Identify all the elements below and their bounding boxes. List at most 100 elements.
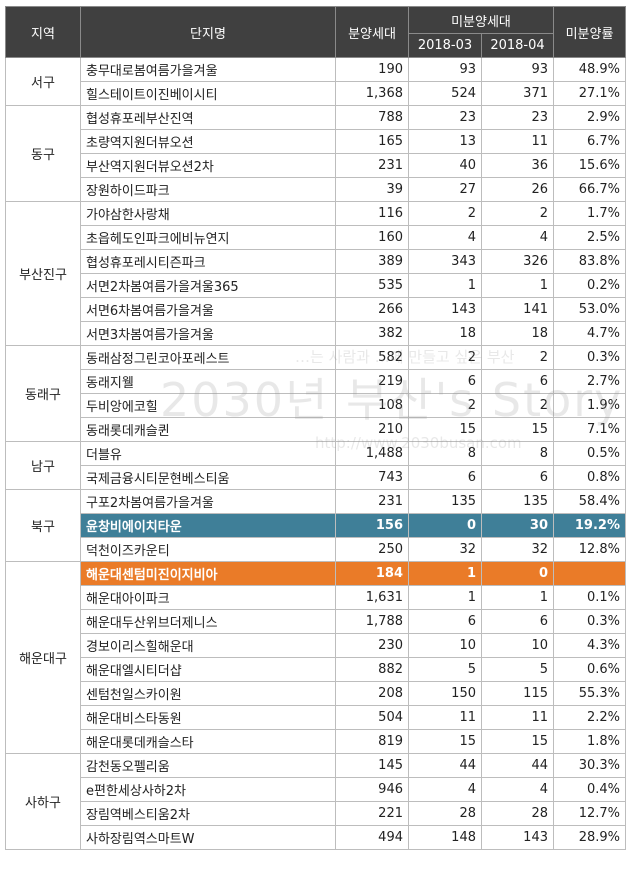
- unsold-2018-03-cell: 1: [408, 273, 482, 298]
- supply-units-cell: 788: [335, 105, 409, 130]
- complex-name-cell: 힐스테이트이진베이시티: [80, 81, 336, 106]
- supply-units-cell: 231: [335, 153, 409, 178]
- table-row: 장원하이드파크 39 27 26 66.7%: [6, 177, 626, 202]
- unsold-rate-cell: 30.3%: [553, 753, 626, 778]
- unsold-rate-cell: 1.7%: [553, 201, 626, 226]
- supply-units-cell: 39: [335, 177, 409, 202]
- unsold-2018-04-cell: 143: [481, 825, 554, 850]
- unsold-rate-cell: 0.2%: [553, 273, 626, 298]
- supply-units-cell: 184: [335, 561, 409, 586]
- table-row: 서면6차봄여름가을겨울 266 143 141 53.0%: [6, 297, 626, 322]
- unsold-2018-04-cell: 18: [481, 321, 554, 346]
- complex-name-cell: 서면3차봄여름가을겨울: [80, 321, 336, 346]
- unsold-2018-03-cell: 6: [408, 609, 482, 634]
- unsold-rate-cell: 4.7%: [553, 321, 626, 346]
- complex-name-cell: 국제금융시티문현베스티움: [80, 465, 336, 490]
- unsold-2018-03-cell: 44: [408, 753, 482, 778]
- unsold-rate-cell: 28.9%: [553, 825, 626, 850]
- unsold-2018-03-cell: 28: [408, 801, 482, 826]
- unsold-2018-03-cell: 2: [408, 393, 482, 418]
- complex-name-cell: 협성휴포레부산진역: [80, 105, 336, 130]
- header-supply-units: 분양세대: [335, 6, 409, 58]
- table-row: 해운대비스타동원 504 11 11 2.2%: [6, 705, 626, 730]
- table-row: 해운대엘시티더샵 882 5 5 0.6%: [6, 657, 626, 682]
- complex-name-cell: 더블유: [80, 441, 336, 466]
- unsold-2018-04-cell: 10: [481, 633, 554, 658]
- supply-units-cell: 582: [335, 345, 409, 370]
- unsold-2018-04-cell: 11: [481, 705, 554, 730]
- supply-units-cell: 504: [335, 705, 409, 730]
- supply-units-cell: 221: [335, 801, 409, 826]
- header-month-2018-04: 2018-04: [481, 33, 554, 58]
- unsold-2018-03-cell: 143: [408, 297, 482, 322]
- unsold-2018-03-cell: 1: [408, 561, 482, 586]
- complex-name-cell: 해운대비스타동원: [80, 705, 336, 730]
- supply-units-cell: 208: [335, 681, 409, 706]
- complex-name-cell: 사하장림역스마트W: [80, 825, 336, 850]
- unsold-rate-cell: 2.7%: [553, 369, 626, 394]
- table-row: 동래지웰 219 6 6 2.7%: [6, 369, 626, 394]
- supply-units-cell: 1,488: [335, 441, 409, 466]
- unsold-2018-03-cell: 343: [408, 249, 482, 274]
- unsold-2018-03-cell: 18: [408, 321, 482, 346]
- supply-units-cell: 231: [335, 489, 409, 514]
- unsold-2018-04-cell: 36: [481, 153, 554, 178]
- unsold-rate-cell: 15.6%: [553, 153, 626, 178]
- supply-units-cell: 1,631: [335, 585, 409, 610]
- complex-name-cell: 해운대엘시티더샵: [80, 657, 336, 682]
- unsold-2018-04-cell: 2: [481, 393, 554, 418]
- complex-name-cell: 감천동오펠리움: [80, 753, 336, 778]
- region-cell: 서구: [5, 57, 81, 106]
- unsold-2018-03-cell: 93: [408, 57, 482, 82]
- complex-name-cell: 동래롯데캐슬퀸: [80, 417, 336, 442]
- unsold-2018-04-cell: 5: [481, 657, 554, 682]
- unsold-rate-cell: 0.3%: [553, 609, 626, 634]
- unsold-2018-04-cell: 93: [481, 57, 554, 82]
- table-row: 동구 협성휴포레부산진역 788 23 23 2.9%: [5, 105, 626, 202]
- header-month-2018-03: 2018-03: [408, 33, 482, 58]
- table-row: 부산역지원더뷰오션2차 231 40 36 15.6%: [6, 153, 626, 178]
- unsold-rate-cell: 12.8%: [553, 537, 626, 562]
- unsold-housing-table: 지역 단지명 분양세대 미분양세대 미분양률 2018-03 2018-04 서…: [5, 6, 626, 850]
- table-row: 센텀천일스카이원 208 150 115 55.3%: [6, 681, 626, 706]
- unsold-2018-04-cell: 44: [481, 753, 554, 778]
- unsold-2018-04-cell: 2: [481, 201, 554, 226]
- table-row: 사하장림역스마트W 494 148 143 28.9%: [6, 825, 626, 850]
- region-cell: 부산진구: [5, 201, 81, 346]
- table-row: 윤창비에이치타운 156 0 30 19.2%: [6, 513, 626, 538]
- unsold-2018-03-cell: 27: [408, 177, 482, 202]
- unsold-2018-03-cell: 15: [408, 417, 482, 442]
- unsold-2018-04-cell: 4: [481, 225, 554, 250]
- table-header: 지역 단지명 분양세대 미분양세대 미분양률 2018-03 2018-04: [5, 6, 626, 58]
- supply-units-cell: 219: [335, 369, 409, 394]
- region-cell: 해운대구: [5, 561, 81, 754]
- supply-units-cell: 230: [335, 633, 409, 658]
- supply-units-cell: 266: [335, 297, 409, 322]
- supply-units-cell: 116: [335, 201, 409, 226]
- unsold-2018-03-cell: 15: [408, 729, 482, 754]
- supply-units-cell: 389: [335, 249, 409, 274]
- unsold-2018-04-cell: 8: [481, 441, 554, 466]
- unsold-rate-cell: 0.4%: [553, 777, 626, 802]
- complex-name-cell: e편한세상사하2차: [80, 777, 336, 802]
- complex-name-cell: 해운대두산위브더제니스: [80, 609, 336, 634]
- supply-units-cell: 494: [335, 825, 409, 850]
- unsold-rate-cell: 0.6%: [553, 657, 626, 682]
- unsold-2018-04-cell: 15: [481, 417, 554, 442]
- table-row: 북구 구포2차봄여름가을겨울 231 135 135 58.4%: [5, 489, 626, 562]
- complex-name-cell: 덕천이즈카운티: [80, 537, 336, 562]
- table-row: 초량역지원더뷰오션 165 13 11 6.7%: [6, 129, 626, 154]
- unsold-2018-04-cell: 2: [481, 345, 554, 370]
- unsold-rate-cell: 19.2%: [553, 513, 626, 538]
- complex-name-cell: 윤창비에이치타운: [80, 513, 336, 538]
- unsold-2018-03-cell: 40: [408, 153, 482, 178]
- table-row: e편한세상사하2차 946 4 4 0.4%: [6, 777, 626, 802]
- complex-name-cell: 장림역베스티움2차: [80, 801, 336, 826]
- unsold-rate-cell: 53.0%: [553, 297, 626, 322]
- region-cell: 사하구: [5, 753, 81, 850]
- table-row: 서면3차봄여름가을겨울 382 18 18 4.7%: [6, 321, 626, 346]
- unsold-rate-cell: 2.9%: [553, 105, 626, 130]
- unsold-rate-cell: [553, 561, 626, 586]
- unsold-rate-cell: 1.9%: [553, 393, 626, 418]
- unsold-2018-03-cell: 150: [408, 681, 482, 706]
